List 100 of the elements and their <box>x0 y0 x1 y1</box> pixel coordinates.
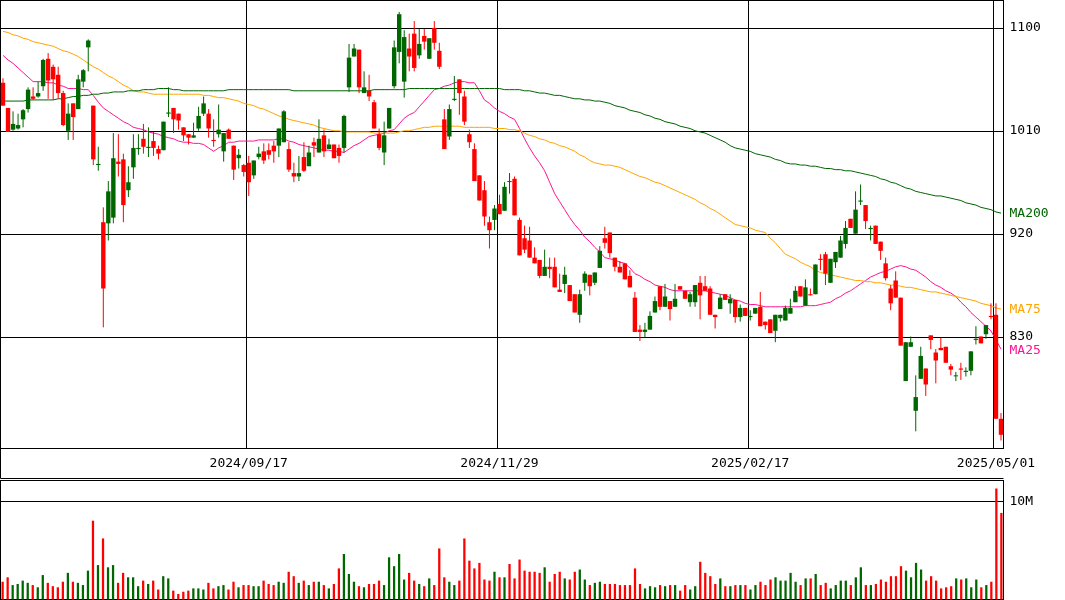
bar <box>408 572 411 600</box>
bar <box>940 588 943 600</box>
bar <box>277 581 280 600</box>
candlestick <box>66 102 71 141</box>
bar <box>543 567 546 600</box>
bar <box>217 586 220 600</box>
bar <box>41 575 44 600</box>
bar <box>603 583 607 600</box>
candlestick <box>286 141 292 173</box>
candlestick <box>296 155 302 182</box>
series-label: MA200 <box>1009 204 1049 220</box>
y-tick-label: 920 <box>1009 225 1033 241</box>
bar <box>262 580 265 600</box>
bar <box>513 578 516 600</box>
bar <box>563 578 566 600</box>
candlestick <box>562 266 567 294</box>
bar <box>754 585 757 600</box>
bar <box>628 585 632 600</box>
candlestick <box>20 108 26 128</box>
bar <box>769 579 772 600</box>
bar <box>202 589 205 600</box>
bar <box>51 586 54 600</box>
candlestick <box>968 350 974 376</box>
candlestick <box>692 284 698 308</box>
bar <box>864 585 867 600</box>
series-label: MA75 <box>1009 300 1041 316</box>
bar <box>232 581 235 600</box>
bar <box>608 583 612 600</box>
bar <box>187 590 190 600</box>
candlestick <box>883 257 888 281</box>
bar <box>849 585 852 600</box>
candlestick <box>381 121 387 166</box>
bar <box>106 567 110 600</box>
bar <box>207 582 210 600</box>
bar <box>794 581 797 600</box>
candlestick <box>933 348 938 384</box>
bar <box>859 567 862 600</box>
y-tick-label: 1100 <box>1009 19 1041 35</box>
candlestick <box>407 33 412 72</box>
candlestick <box>71 102 76 141</box>
bar <box>392 566 396 600</box>
bar <box>272 585 275 600</box>
bar <box>367 583 371 600</box>
candlestick <box>853 190 858 235</box>
bar <box>553 573 556 600</box>
bar <box>588 585 591 600</box>
candlestick <box>336 144 342 164</box>
x-tick-label: 2025/05/01 <box>956 455 1036 470</box>
candlestick <box>196 106 201 132</box>
bar <box>809 578 812 600</box>
bar <box>899 566 903 600</box>
bar <box>443 577 446 600</box>
candlestick <box>507 172 512 195</box>
bar <box>503 577 506 600</box>
bar <box>643 588 647 600</box>
bar <box>533 571 536 600</box>
bar <box>252 586 255 600</box>
bar <box>623 585 627 600</box>
bar <box>719 578 722 600</box>
candlestick <box>366 74 372 102</box>
bar <box>121 572 125 600</box>
bar <box>428 578 431 600</box>
bar <box>829 588 832 600</box>
bar <box>96 565 100 600</box>
bar <box>101 538 105 600</box>
bar <box>337 568 341 600</box>
candlestick <box>45 52 51 100</box>
bar <box>162 576 165 600</box>
bar <box>197 588 200 600</box>
bar <box>242 585 245 600</box>
candlestick <box>858 184 863 206</box>
candlestick <box>201 96 206 117</box>
bar <box>854 577 857 600</box>
bar <box>362 587 366 600</box>
bar <box>869 585 873 600</box>
candlestick <box>0 77 6 107</box>
bar <box>71 581 75 600</box>
bar <box>448 581 451 600</box>
candlestick <box>15 113 21 131</box>
candlestick <box>321 129 327 158</box>
bar <box>648 586 652 600</box>
bar <box>357 586 361 600</box>
bar <box>779 580 782 600</box>
bar <box>538 572 541 600</box>
bar <box>709 576 712 600</box>
line-series <box>2 54 1002 350</box>
bar <box>874 583 878 600</box>
bar <box>714 583 717 600</box>
bar <box>724 586 727 600</box>
candlestick <box>672 283 678 308</box>
bar <box>819 585 822 600</box>
bar <box>684 585 687 600</box>
bar <box>970 587 973 600</box>
bar <box>227 589 230 600</box>
bar <box>307 585 310 600</box>
x-tick-label: 2024/09/17 <box>209 455 288 470</box>
candlestick <box>291 162 297 183</box>
candlestick <box>803 278 808 307</box>
y-tick-label: 1010 <box>1009 122 1041 138</box>
bar <box>613 583 617 600</box>
